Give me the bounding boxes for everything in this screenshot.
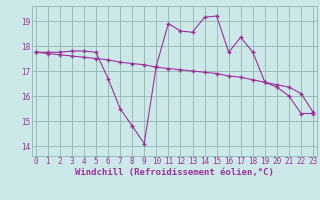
X-axis label: Windchill (Refroidissement éolien,°C): Windchill (Refroidissement éolien,°C) xyxy=(75,168,274,177)
